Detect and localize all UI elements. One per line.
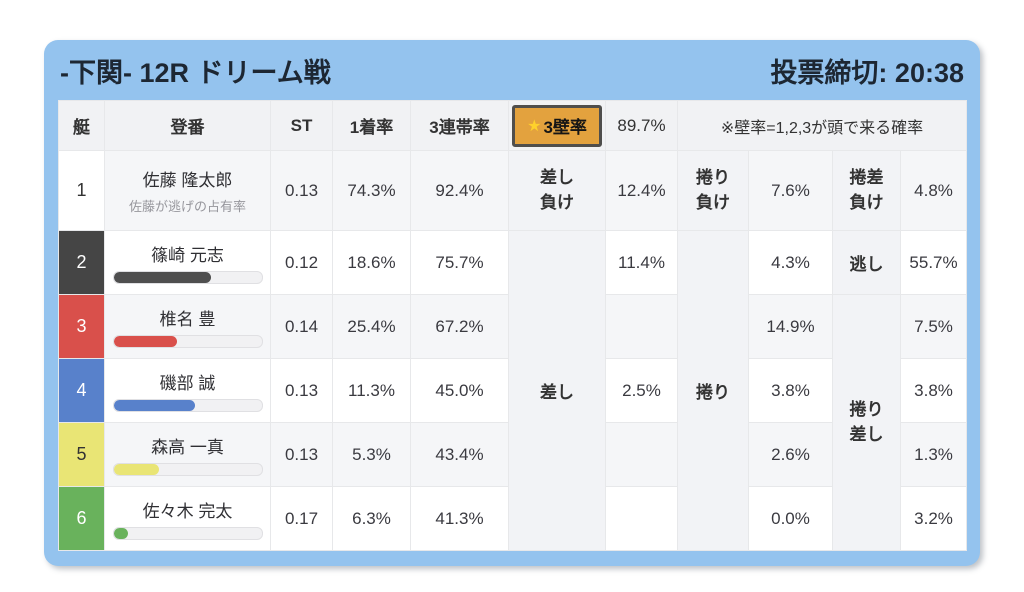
race-panel: -下関- 12R ドリーム戦 投票締切: 20:38 艇 登番 ST 1着率 3…	[44, 40, 980, 566]
share-bar	[112, 399, 263, 412]
share-bar-fill	[113, 528, 129, 539]
racer-cell: 椎名 豊	[104, 294, 271, 359]
racer-name: 椎名 豊	[159, 310, 216, 329]
label-sashi: 差し	[508, 230, 606, 551]
win1-rate: 6.3%	[332, 486, 411, 551]
value-nigashi: 55.7%	[899, 230, 968, 295]
col-header-wall: ★ 3壁率	[508, 100, 606, 151]
share-bar	[112, 335, 263, 348]
table-row: 6 佐々木 完太 0.17 6.3% 41.3% 0.0% 3.2%	[58, 486, 968, 551]
win1-rate: 5.3%	[332, 422, 411, 487]
table-row: 1 佐藤 隆太郎 佐藤が逃げの占有率 0.13 74.3% 92.4% 差し 負…	[58, 150, 968, 231]
win1-rate: 74.3%	[332, 150, 411, 231]
value-makurizashi: 1.3%	[899, 422, 968, 487]
col-header-st: ST	[270, 100, 333, 151]
win1-rate: 18.6%	[332, 230, 411, 295]
top3-rate: 45.0%	[410, 358, 509, 423]
share-bar-fill	[113, 336, 178, 347]
wall-rate-note: ※壁率=1,2,3が頭で来る確率	[676, 100, 968, 151]
value-sashi	[605, 294, 678, 359]
top3-rate: 41.3%	[410, 486, 509, 551]
share-bar	[112, 463, 263, 476]
st-value: 0.12	[270, 230, 333, 295]
boat-number-cell: 3	[58, 294, 105, 359]
win1-rate: 11.3%	[332, 358, 411, 423]
table-row: 3 椎名 豊 0.14 25.4% 67.2% 14.9% 捲り 差し 7.5%	[58, 294, 968, 551]
boat-number-cell: 5	[58, 422, 105, 487]
value-makurizashi: 3.8%	[899, 358, 968, 423]
value-sashi	[605, 486, 678, 551]
label-nigashi: 逃し	[832, 230, 901, 295]
share-bar	[112, 527, 263, 540]
table-row: 4 磯部 誠 0.13 11.3% 45.0% 2.5% 3.8% 3.8%	[58, 358, 968, 423]
st-value: 0.13	[270, 150, 333, 231]
label-makurizashi: 捲り 差し	[832, 294, 901, 551]
racer-name: 森高 一真	[151, 438, 224, 457]
share-bar-fill	[113, 464, 160, 475]
racer-cell: 森高 一真	[104, 422, 271, 487]
share-bar-fill	[113, 272, 212, 283]
stats-table: 艇 登番 ST 1着率 3連帯率 ★ 3壁率 89.7% ※壁率=1,2,3が頭…	[58, 100, 968, 551]
value-makuri: 3.8%	[748, 358, 833, 423]
table-row: 5 森高 一真 0.13 5.3% 43.4% 2.6% 1.3%	[58, 422, 968, 487]
value-sashi	[605, 422, 678, 487]
label-makuri-make: 捲り 負け	[677, 150, 749, 231]
racer-subtitle: 佐藤が逃げの占有率	[128, 199, 246, 214]
star-icon: ★	[527, 117, 542, 135]
col-header-name: 登番	[104, 100, 271, 151]
boat-number-cell: 2	[58, 230, 105, 295]
boat-number-cell: 4	[58, 358, 105, 423]
share-bar-fill	[113, 400, 195, 411]
racer-cell: 佐藤 隆太郎 佐藤が逃げの占有率	[104, 150, 271, 231]
racer-name: 磯部 誠	[159, 374, 216, 393]
boat-number-cell: 1	[58, 150, 105, 231]
value-makurizashi: 3.2%	[899, 486, 968, 551]
st-value: 0.14	[270, 294, 333, 359]
value-makurizashi: 4.8%	[899, 150, 968, 231]
top3-rate: 43.4%	[410, 422, 509, 487]
wall-rate-button[interactable]: ★ 3壁率	[512, 104, 602, 147]
win1-rate: 25.4%	[332, 294, 411, 359]
top3-rate: 67.2%	[410, 294, 509, 359]
value-makuri: 7.6%	[748, 150, 833, 231]
label-makurizashi-make: 捲差 負け	[832, 150, 901, 231]
col-header-boat: 艇	[58, 100, 105, 151]
wall-rate-button-label: 3壁率	[543, 118, 587, 137]
value-makuri: 0.0%	[748, 486, 833, 551]
label-makuri: 捲り	[677, 230, 749, 551]
st-value: 0.13	[270, 358, 333, 423]
race-title: -下関- 12R ドリーム戦	[60, 57, 331, 88]
share-bar	[112, 271, 263, 284]
col-header-win1: 1着率	[332, 100, 411, 151]
label-sashi-make: 差し 負け	[508, 150, 606, 231]
racer-cell: 磯部 誠	[104, 358, 271, 423]
top3-rate: 92.4%	[410, 150, 509, 231]
value-sashi: 2.5%	[605, 358, 678, 423]
racer-cell: 佐々木 完太	[104, 486, 271, 551]
racer-cell: 篠崎 元志	[104, 230, 271, 295]
value-makurizashi: 7.5%	[899, 294, 968, 359]
value-makuri: 14.9%	[748, 294, 833, 359]
table-header-row: 艇 登番 ST 1着率 3連帯率 ★ 3壁率 89.7% ※壁率=1,2,3が頭…	[58, 100, 968, 151]
boat-number-cell: 6	[58, 486, 105, 551]
vote-deadline: 投票締切: 20:38	[770, 57, 964, 88]
st-value: 0.17	[270, 486, 333, 551]
racer-name: 佐藤 隆太郎	[142, 171, 233, 190]
st-value: 0.13	[270, 422, 333, 487]
racer-name: 篠崎 元志	[151, 246, 224, 265]
title-bar: -下関- 12R ドリーム戦 投票締切: 20:38	[58, 40, 966, 100]
wall-rate-value: 89.7%	[605, 100, 678, 151]
col-header-top3: 3連帯率	[410, 100, 509, 151]
top3-rate: 75.7%	[410, 230, 509, 295]
value-makuri: 2.6%	[748, 422, 833, 487]
table-row: 2 篠崎 元志 0.12 18.6% 75.7% 差し 11.4% 捲り 4.3…	[58, 230, 968, 551]
value-sashi: 11.4%	[605, 230, 678, 295]
racer-name: 佐々木 完太	[142, 502, 233, 521]
value-sashi: 12.4%	[605, 150, 678, 231]
value-makuri: 4.3%	[748, 230, 833, 295]
